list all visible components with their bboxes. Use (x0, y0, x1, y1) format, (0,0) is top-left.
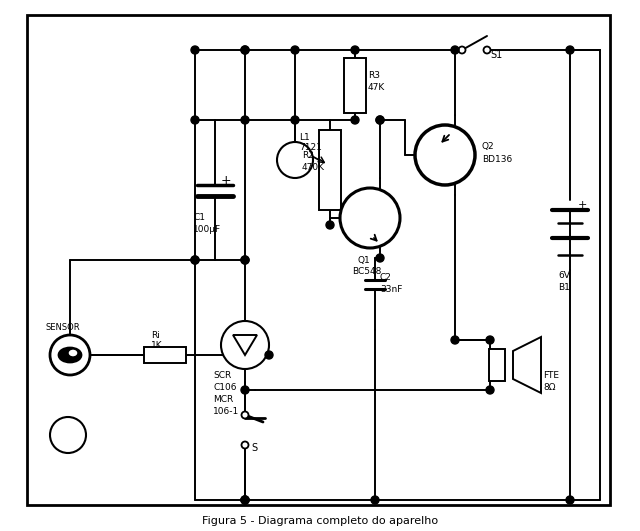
Text: 6V: 6V (558, 270, 570, 279)
Circle shape (241, 256, 249, 264)
Text: L1: L1 (299, 133, 310, 142)
Circle shape (241, 496, 249, 504)
Text: FTE: FTE (543, 371, 559, 380)
Circle shape (415, 125, 475, 185)
Circle shape (191, 116, 199, 124)
Circle shape (566, 46, 574, 54)
Text: C1: C1 (193, 213, 205, 222)
Bar (144, 347, 186, 363)
Circle shape (483, 47, 490, 54)
Polygon shape (233, 335, 257, 355)
Circle shape (241, 441, 248, 449)
Circle shape (451, 336, 459, 344)
Text: +: + (221, 174, 232, 186)
Text: BD136: BD136 (482, 155, 512, 164)
Bar (344, 57, 366, 113)
Circle shape (376, 254, 384, 262)
Circle shape (451, 46, 459, 54)
Circle shape (241, 46, 249, 54)
Polygon shape (513, 337, 541, 393)
Circle shape (241, 496, 249, 504)
Text: 1K: 1K (151, 341, 163, 350)
Circle shape (371, 496, 379, 504)
Text: BC548: BC548 (352, 268, 381, 277)
Text: C2: C2 (380, 273, 392, 282)
Circle shape (376, 116, 384, 124)
Text: Q2: Q2 (482, 142, 495, 151)
Circle shape (241, 386, 249, 394)
Text: 106-1: 106-1 (213, 407, 239, 415)
Bar (319, 130, 341, 210)
Text: B1: B1 (558, 282, 570, 292)
Text: C106: C106 (213, 382, 237, 391)
Circle shape (566, 496, 574, 504)
Circle shape (50, 417, 86, 453)
Text: S: S (251, 443, 257, 453)
Text: Ri: Ri (151, 330, 160, 339)
Ellipse shape (68, 349, 78, 357)
Circle shape (376, 116, 384, 124)
Text: R3: R3 (368, 71, 380, 80)
Text: SCR: SCR (213, 371, 231, 380)
Circle shape (50, 335, 90, 375)
Ellipse shape (59, 348, 81, 362)
Text: 100μF: 100μF (193, 226, 221, 235)
Circle shape (351, 46, 359, 54)
Circle shape (241, 256, 249, 264)
Circle shape (241, 116, 249, 124)
Text: 8Ω: 8Ω (543, 382, 556, 391)
Text: 470K: 470K (302, 162, 325, 172)
Circle shape (458, 47, 465, 54)
Circle shape (191, 256, 199, 264)
Text: SENSOR: SENSOR (46, 322, 81, 331)
Circle shape (221, 321, 269, 369)
Text: Figura 5 - Diagrama completo do aparelho: Figura 5 - Diagrama completo do aparelho (202, 516, 438, 526)
Circle shape (486, 336, 494, 344)
Text: Q1: Q1 (358, 255, 371, 264)
Circle shape (191, 256, 199, 264)
Circle shape (241, 46, 249, 54)
Text: S1: S1 (490, 50, 502, 60)
Circle shape (486, 386, 494, 394)
Circle shape (291, 46, 299, 54)
Circle shape (291, 116, 299, 124)
Text: 7121: 7121 (299, 143, 322, 152)
Circle shape (265, 351, 273, 359)
Text: +: + (578, 200, 588, 210)
Circle shape (277, 142, 313, 178)
Circle shape (191, 46, 199, 54)
Text: 47K: 47K (368, 82, 385, 91)
Text: MCR: MCR (213, 395, 233, 404)
Circle shape (340, 188, 400, 248)
Bar (489, 349, 505, 381)
Circle shape (241, 496, 249, 504)
Text: R2: R2 (302, 150, 314, 159)
Circle shape (326, 221, 334, 229)
Circle shape (351, 116, 359, 124)
Circle shape (241, 412, 248, 418)
Text: 33nF: 33nF (380, 286, 403, 295)
